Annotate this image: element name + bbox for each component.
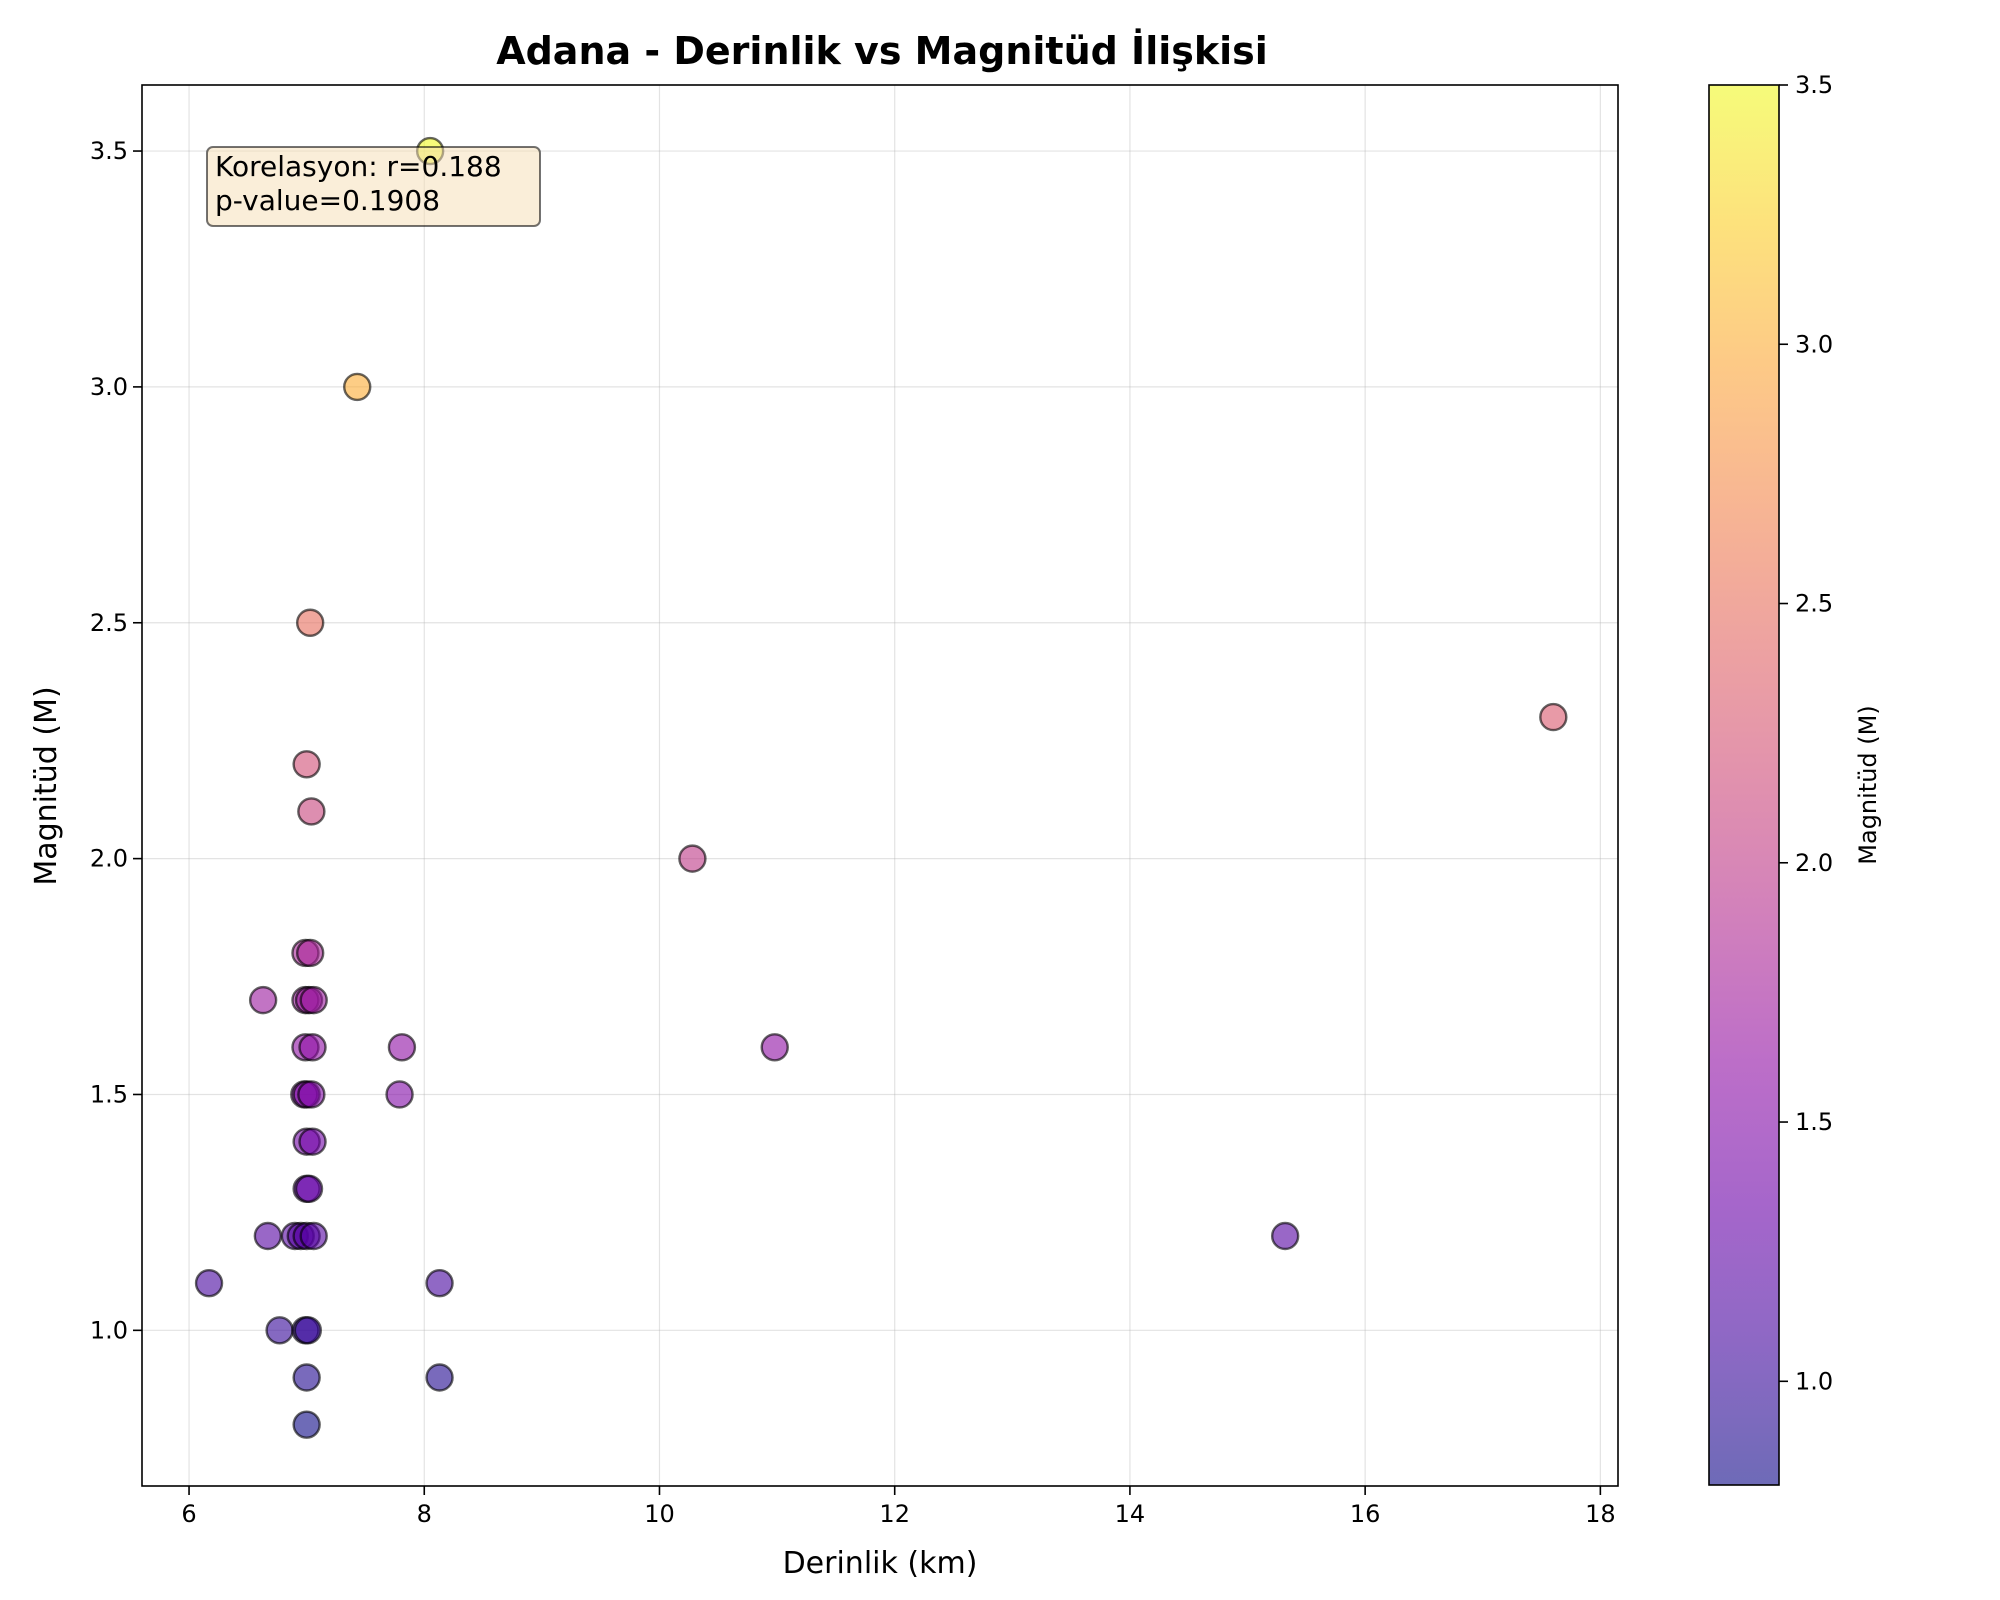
data-point xyxy=(299,1221,328,1251)
data-point xyxy=(678,844,707,873)
data-point xyxy=(425,1268,454,1298)
annotation-line-correlation: Korelasyon: r=0.188 xyxy=(215,150,502,183)
correlation-annotation: Korelasyon: r=0.188 p-value=0.1908 xyxy=(206,146,541,227)
data-point xyxy=(295,938,325,968)
colorbar-tick-label: 1.5 xyxy=(1795,1108,1833,1136)
data-point xyxy=(1539,702,1568,732)
x-tick-label: 18 xyxy=(1585,1500,1616,1528)
grid-lines xyxy=(142,85,1618,1486)
data-point xyxy=(253,1221,283,1251)
colorbar-frame xyxy=(1708,84,1780,1486)
y-tick-label: 3.5 xyxy=(90,137,128,165)
colorbar-tick-label: 1.0 xyxy=(1795,1367,1833,1395)
data-point xyxy=(298,1127,327,1156)
y-tick-label: 1.5 xyxy=(90,1080,128,1108)
data-point xyxy=(425,1363,454,1392)
chart-title: Adana - Derinlik vs Magnitüd İlişkisi xyxy=(496,29,1268,73)
data-point xyxy=(293,1316,323,1345)
data-point xyxy=(292,1363,321,1392)
colorbar-tick-label: 2.0 xyxy=(1795,849,1833,877)
plot-area-frame xyxy=(141,84,1619,1487)
data-point xyxy=(299,985,328,1015)
colorbar-ticks: 1.0 1.5 2.0 2.5 3.0 3.5 xyxy=(1779,71,1833,1395)
colorbar: 1.0 1.5 2.0 2.5 3.0 3.5 Magnitüd (M) xyxy=(1708,71,1882,1486)
x-axis-ticks: 6 8 10 12 14 16 18 xyxy=(181,1486,1616,1528)
annotation-line-pvalue: p-value=0.1908 xyxy=(215,184,440,217)
colorbar-tick-label: 2.5 xyxy=(1795,590,1833,618)
data-point xyxy=(294,1174,324,1204)
data-point xyxy=(292,1410,321,1439)
y-tick-label: 2.0 xyxy=(90,845,128,873)
data-points xyxy=(194,136,1568,1439)
colorbar-tick-label: 3.5 xyxy=(1795,71,1833,99)
data-point xyxy=(387,1033,417,1062)
data-point xyxy=(760,1033,789,1062)
colorbar-fill xyxy=(1709,85,1779,1485)
y-axis-label: Magnitüd (M) xyxy=(29,686,64,885)
data-point xyxy=(298,1033,327,1062)
data-point xyxy=(292,750,321,779)
data-point xyxy=(1270,1221,1300,1251)
x-tick-label: 14 xyxy=(1115,1500,1146,1528)
data-point xyxy=(194,1268,224,1298)
annotation-box xyxy=(206,146,541,227)
data-point xyxy=(297,1080,326,1109)
x-tick-label: 10 xyxy=(644,1500,675,1528)
y-tick-label: 2.5 xyxy=(90,609,128,637)
data-point xyxy=(343,372,372,402)
data-point xyxy=(385,1080,414,1109)
data-point xyxy=(265,1316,294,1345)
x-tick-label: 6 xyxy=(181,1500,196,1528)
x-tick-label: 16 xyxy=(1350,1500,1381,1528)
y-tick-label: 1.0 xyxy=(90,1316,128,1344)
y-axis-ticks: 1.0 1.5 2.0 2.5 3.0 3.5 xyxy=(90,137,142,1344)
data-point xyxy=(297,797,326,826)
data-point xyxy=(248,985,278,1015)
y-tick-label: 3.0 xyxy=(90,373,128,401)
data-point xyxy=(295,608,325,637)
x-tick-label: 12 xyxy=(879,1500,910,1528)
colorbar-tick-label: 3.0 xyxy=(1795,330,1833,358)
x-axis-label: Derinlik (km) xyxy=(783,1546,978,1581)
colorbar-label: Magnitüd (M) xyxy=(1854,705,1882,864)
x-tick-label: 8 xyxy=(417,1500,432,1528)
